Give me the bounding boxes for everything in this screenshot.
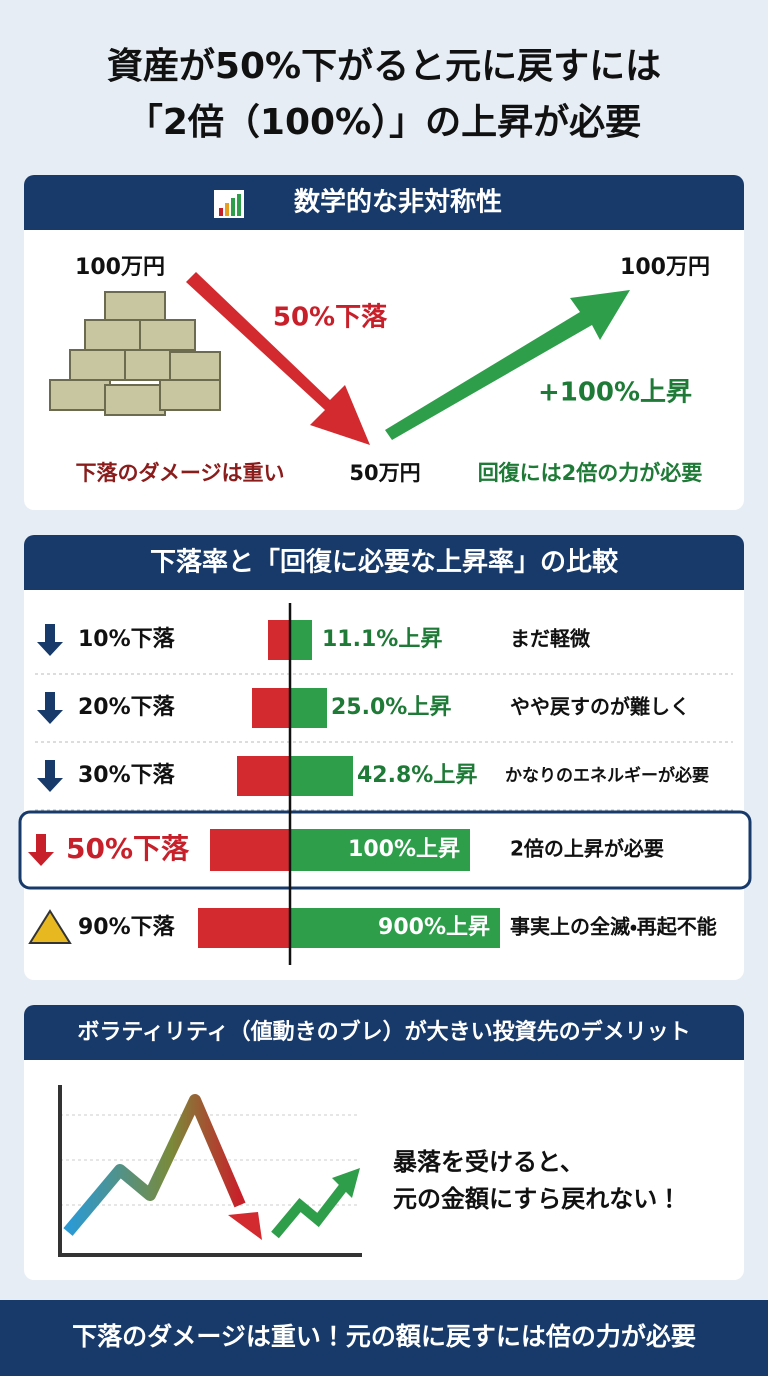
rise-bar (290, 756, 353, 796)
money-stack (49, 291, 221, 416)
caption: 下落のダメージは重い (76, 461, 285, 485)
chart-icon (214, 190, 244, 218)
message: 元の金額にすら戻れない！ (393, 1185, 681, 1213)
rise-rate: 900%上昇 (378, 915, 490, 940)
drop-label: 50%下落 (273, 303, 388, 333)
rise-rate: 100%上昇 (348, 837, 460, 862)
footer-band (0, 1300, 768, 1376)
drop-arrow (186, 272, 370, 445)
down-arrow (37, 624, 63, 656)
note: 事実上の全滅・再起不能 (510, 915, 717, 939)
amount: 50万円 (349, 461, 420, 485)
down-arrow (37, 692, 63, 724)
note: やや戻すのが難しく (510, 695, 690, 719)
panel (24, 175, 744, 510)
section-heading: ボラティリティ（値動きのブレ）が大きい投資先のデメリット (77, 1019, 690, 1045)
rise-arrow (385, 290, 630, 440)
note: かなりのエネルギーが必要 (505, 765, 709, 786)
footer: 下落のダメージは重い！元の額に戻すには倍の力が必要 (72, 1322, 696, 1351)
title-line: 資産が50%下がると元に戻すには (107, 46, 661, 87)
rise-rate: 11.1%上昇 (322, 627, 442, 652)
amount: 100万円 (620, 255, 710, 280)
rise-bar (290, 688, 327, 728)
drop-rate: 20%下落 (78, 695, 176, 720)
rise-rate: 25.0%上昇 (331, 695, 451, 720)
rise-rate: 42.8%上昇 (357, 763, 477, 788)
drop-rate: 10%下落 (78, 627, 176, 652)
down-arrow (37, 760, 63, 792)
rise-bar (290, 829, 470, 871)
down-arrow (28, 834, 54, 866)
panel-header (24, 175, 744, 230)
amount: 100万円 (75, 255, 165, 280)
drop-bar (210, 829, 290, 871)
note: まだ軽微 (510, 627, 591, 651)
section-heading: 数学的な非対称性 (294, 187, 502, 218)
rise-bar (290, 908, 500, 948)
note: 2倍の上昇が必要 (510, 837, 664, 861)
section-heading: 下落率と「回復に必要な上昇率」の比較 (150, 547, 619, 578)
panel (24, 1005, 744, 1280)
rise-label: +100%上昇 (538, 378, 692, 408)
drop-rate: 50%下落 (66, 832, 190, 865)
drop-bar (268, 620, 290, 660)
drop-bar (252, 688, 290, 728)
volatility-graphic (58, 1085, 362, 1257)
drop-rate: 90%下落 (78, 915, 176, 940)
warning-icon (28, 909, 72, 944)
caption: 回復には2倍の力が必要 (478, 461, 703, 485)
drop-bar (198, 908, 290, 948)
panel-header (24, 1005, 744, 1060)
drop-bar (237, 756, 290, 796)
panel-header (24, 535, 744, 590)
message: 暴落を受けると、 (393, 1148, 584, 1176)
title-line: 「2倍（100%）」の上昇が必要 (127, 102, 641, 143)
rise-bar (290, 620, 312, 660)
drop-rate: 30%下落 (78, 763, 176, 788)
